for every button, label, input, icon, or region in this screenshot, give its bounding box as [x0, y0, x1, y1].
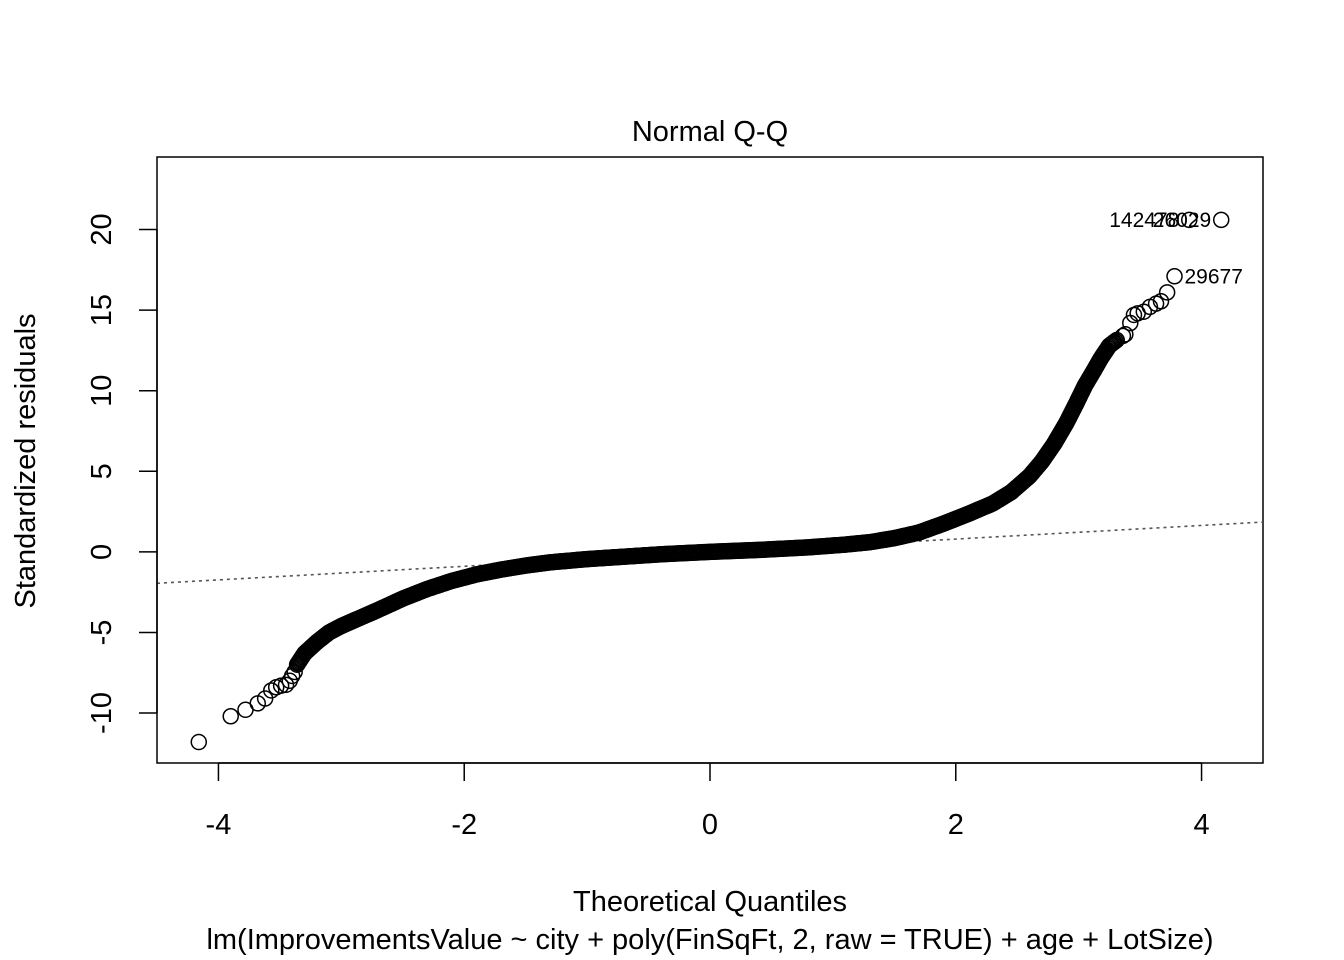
- data-point: [1106, 333, 1123, 351]
- x-tick-label: 0: [702, 809, 718, 841]
- data-point: [1103, 335, 1121, 352]
- y-tick-label: 10: [86, 375, 118, 407]
- x-tick-label: 2: [948, 809, 964, 841]
- data-point: [1212, 211, 1230, 229]
- x-axis: -4 -2 0 2 4: [206, 762, 1210, 841]
- data-point: [283, 667, 301, 685]
- data-point: [1181, 211, 1198, 229]
- y-tick-label: 5: [86, 463, 118, 479]
- x-tick-label: -4: [206, 809, 232, 841]
- data-point: [1152, 293, 1170, 310]
- data-point: [286, 663, 303, 681]
- data-point: [190, 733, 208, 751]
- y-axis-label: Standardized residuals: [10, 313, 42, 608]
- data-point: [277, 676, 295, 694]
- tail-points: [190, 211, 1230, 751]
- data-point: [263, 682, 280, 699]
- y-tick-label: 0: [86, 544, 118, 560]
- y-axis: -10 -5 0 5 10 15 20: [86, 213, 158, 734]
- data-point: [1135, 303, 1153, 320]
- point-label: 142478: [1109, 209, 1179, 232]
- data-point: [272, 677, 290, 694]
- data-point: [222, 708, 239, 725]
- data-point: [1166, 268, 1183, 285]
- data-point: [1158, 284, 1176, 301]
- y-tick-label: -10: [86, 692, 118, 734]
- x-tick-label: -2: [451, 809, 477, 841]
- x-axis-label: Theoretical Quantiles: [573, 886, 847, 918]
- data-points: [288, 331, 1126, 673]
- plot-frame: [156, 156, 1264, 764]
- x-tick-label: 4: [1193, 809, 1209, 841]
- model-formula: lm(ImprovementsValue ~ city + poly(FinSq…: [206, 924, 1213, 956]
- data-point: [1114, 327, 1132, 345]
- y-tick-label: 20: [86, 213, 118, 245]
- y-tick-label: -5: [86, 620, 118, 646]
- chart-title: Normal Q-Q: [632, 116, 788, 148]
- point-label: 29677: [1185, 265, 1243, 288]
- y-tick-label: 15: [86, 294, 118, 326]
- point-label: 26029: [1153, 209, 1211, 232]
- data-point: [1117, 326, 1134, 343]
